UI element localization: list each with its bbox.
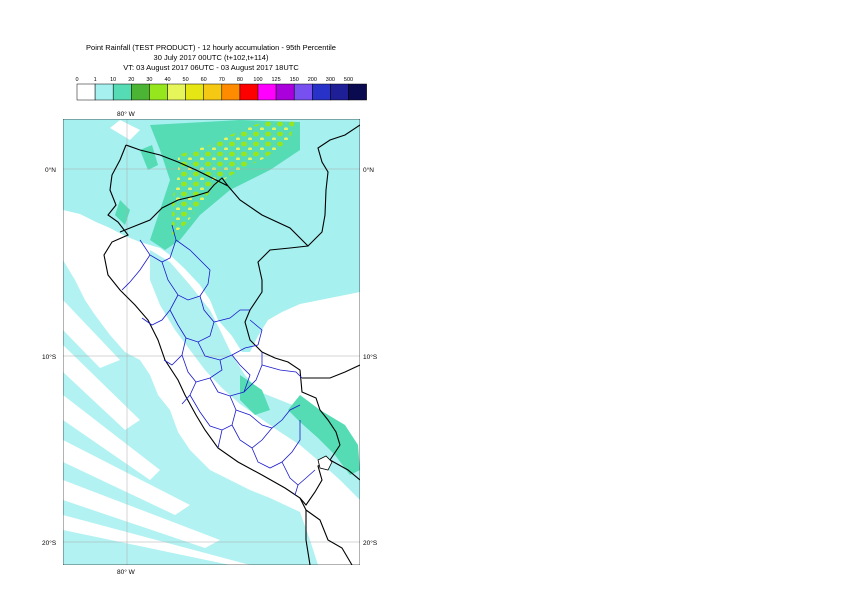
map-run-time: 30 July 2017 00UTC (t+102,t+114) bbox=[153, 53, 269, 62]
legend-threshold-label: 20 bbox=[128, 77, 134, 83]
lat-label-left-10s: 10°S bbox=[42, 353, 57, 361]
legend-threshold-label: 10 bbox=[110, 77, 116, 83]
lat-label-left-20s: 20°S bbox=[42, 539, 57, 547]
rain-field-light bbox=[63, 119, 360, 352]
graticule bbox=[63, 119, 360, 565]
legend-threshold-label: 60 bbox=[201, 77, 207, 83]
map-title: Point Rainfall (TEST PRODUCT) - 12 hourl… bbox=[86, 43, 336, 52]
lat-label-right-eq: 0°N bbox=[363, 166, 374, 174]
legend-threshold-label: 1 bbox=[94, 77, 97, 83]
legend-threshold-label: 40 bbox=[164, 77, 170, 83]
rain-field-heavy bbox=[172, 120, 295, 235]
lat-label-right-10s: 10°S bbox=[363, 353, 378, 361]
legend-threshold-label: 30 bbox=[146, 77, 152, 83]
regional-borders bbox=[121, 224, 316, 496]
lat-label-right-20s: 20°S bbox=[363, 539, 378, 547]
legend-threshold-label: 200 bbox=[308, 77, 317, 83]
lon-label-top: 80° W bbox=[117, 110, 136, 118]
legend-threshold-label: 500 bbox=[344, 77, 353, 83]
legend-threshold-label: 0 bbox=[75, 77, 78, 83]
legend-threshold-label: 70 bbox=[219, 77, 225, 83]
lon-label-bottom: 80° W bbox=[117, 568, 136, 576]
legend-threshold-label: 80 bbox=[237, 77, 243, 83]
legend-threshold-label: 125 bbox=[272, 77, 281, 83]
rainfall-color-legend: 0 1 10 20 30 40 50 60 70 80 100 125 150 200 300 500 bbox=[75, 77, 367, 101]
lat-label-left-eq: 0°N bbox=[45, 166, 56, 174]
legend-color-swatch bbox=[348, 83, 367, 101]
dry-sea-streaks bbox=[63, 120, 250, 565]
map-validity-time: VT: 03 August 2017 06UTC - 03 August 201… bbox=[123, 63, 299, 72]
legend-threshold-label: 50 bbox=[183, 77, 189, 83]
lake-titicaca bbox=[317, 455, 333, 471]
map-frame-content bbox=[63, 119, 360, 565]
legend-threshold-label: 300 bbox=[326, 77, 335, 83]
country-borders bbox=[103, 124, 360, 565]
legend-threshold-label: 150 bbox=[290, 77, 299, 83]
legend-threshold-label: 100 bbox=[253, 77, 262, 83]
